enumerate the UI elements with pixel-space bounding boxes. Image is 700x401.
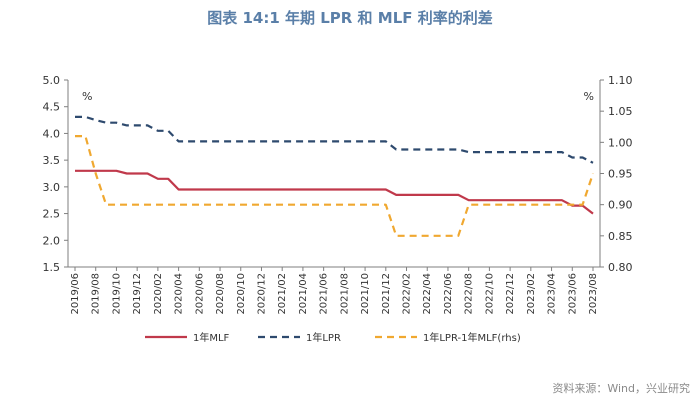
left-tick-label: 3.5 bbox=[43, 154, 61, 167]
x-tick-label: 2020/12 bbox=[256, 273, 267, 315]
legend-label-2: 1年LPR bbox=[306, 331, 341, 344]
right-tick-label: 1.05 bbox=[608, 105, 633, 118]
x-tick-label: 2022/08 bbox=[464, 273, 475, 315]
source-note: 资料来源：Wind，兴业研究 bbox=[552, 382, 690, 395]
x-tick-label: 2021/02 bbox=[277, 273, 288, 315]
left-tick-label: 3.0 bbox=[43, 181, 61, 194]
x-tick-label: 2020/10 bbox=[236, 273, 247, 315]
x-tick-label: 2020/02 bbox=[153, 273, 164, 315]
x-tick-label: 2020/08 bbox=[215, 273, 226, 315]
x-tick-label: 2022/10 bbox=[484, 273, 495, 315]
x-tick-label: 2019/08 bbox=[91, 273, 102, 315]
series-line-2 bbox=[75, 115, 594, 164]
left-tick-label: 4.0 bbox=[43, 127, 61, 140]
series-line-3 bbox=[75, 135, 595, 237]
left-tick-label: 2.5 bbox=[43, 208, 61, 221]
axes: 5.0 4.5 4.0 3.5 3.0 2.5 2.0 1.5 1.10 1.05 1.00 0.95… bbox=[43, 74, 633, 315]
x-tick-label: 2021/06 bbox=[319, 273, 330, 315]
right-tick-label: 0.80 bbox=[608, 261, 633, 274]
right-tick-label: 0.90 bbox=[608, 199, 633, 212]
left-tick-label: 2.0 bbox=[43, 234, 61, 247]
series-line-1 bbox=[75, 169, 594, 215]
chart-title: 图表 14:1 年期 LPR 和 MLF 利率的利差 bbox=[207, 9, 493, 27]
right-tick-label: 0.85 bbox=[608, 230, 633, 243]
x-tick-label: 2021/12 bbox=[381, 273, 392, 315]
series-lines bbox=[75, 115, 595, 237]
x-tick-label: 2020/04 bbox=[174, 273, 185, 315]
right-unit-label: % bbox=[584, 90, 594, 103]
x-tick-label: 2019/06 bbox=[70, 273, 81, 315]
left-tick-label: 5.0 bbox=[43, 74, 61, 87]
x-tick-label: 2022/12 bbox=[505, 273, 516, 315]
x-tick-label: 2021/04 bbox=[298, 273, 309, 315]
x-tick-label: 2023/06 bbox=[567, 273, 578, 315]
x-tick-label: 2021/08 bbox=[339, 273, 350, 315]
legend: 1年MLF 1年LPR 1年LPR-1年MLF(rhs) bbox=[145, 331, 521, 344]
x-tick-label: 2023/02 bbox=[526, 273, 537, 315]
right-tick-label: 1.10 bbox=[608, 74, 633, 87]
x-tick-label: 2022/02 bbox=[402, 273, 413, 315]
x-tick-label: 2022/06 bbox=[443, 273, 454, 315]
left-unit-label: % bbox=[82, 90, 92, 103]
legend-label-3: 1年LPR-1年MLF(rhs) bbox=[423, 331, 521, 344]
x-tick-label: 2019/12 bbox=[132, 273, 143, 315]
left-tick-label: 1.5 bbox=[43, 261, 61, 274]
x-tick-label: 2022/04 bbox=[422, 273, 433, 315]
right-tick-label: 0.95 bbox=[608, 168, 633, 181]
x-tick-label: 2023/04 bbox=[547, 273, 558, 315]
x-tick-label: 2020/06 bbox=[194, 273, 205, 315]
legend-label-1: 1年MLF bbox=[193, 331, 230, 344]
x-tick-label: 2021/10 bbox=[360, 273, 371, 315]
right-tick-label: 1.00 bbox=[608, 136, 633, 149]
x-tick-label: 2023/08 bbox=[588, 273, 599, 315]
left-tick-label: 4.5 bbox=[43, 101, 61, 114]
x-tick-label: 2019/10 bbox=[111, 273, 122, 315]
